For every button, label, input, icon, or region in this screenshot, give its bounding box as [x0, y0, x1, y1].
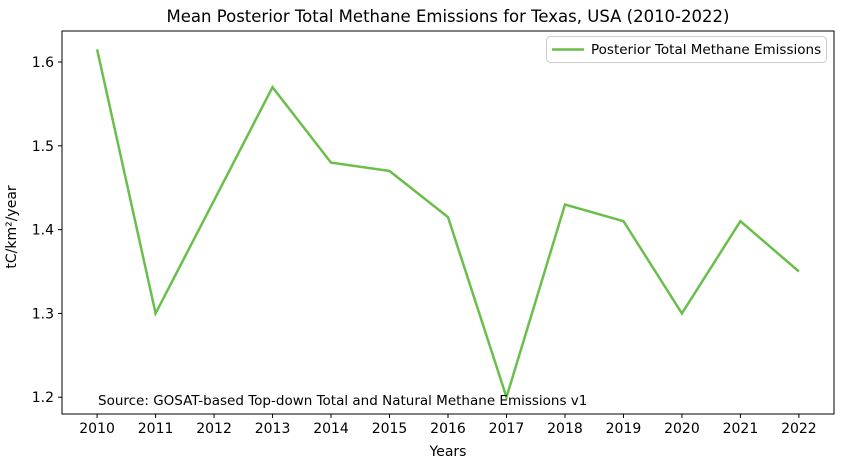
x-tick-label: 2022	[781, 421, 817, 437]
x-tick-label: 2013	[255, 421, 291, 437]
x-tick-label: 2011	[138, 421, 174, 437]
y-tick-label: 1.6	[32, 55, 54, 71]
y-tick-label: 1.5	[32, 139, 54, 155]
x-tick-label: 2014	[313, 421, 349, 437]
y-tick-label: 1.4	[32, 223, 54, 239]
chart-title: Mean Posterior Total Methane Emissions f…	[167, 7, 730, 26]
x-tick-label: 2016	[430, 421, 466, 437]
axes-layer: 1.2 1.3 1.4 1.5 1.6 2010 2011 2012 2013 2014 2015 2…	[32, 30, 835, 437]
legend: Posterior Total Methane Emissions	[546, 36, 827, 63]
x-tick-label: 2017	[489, 421, 525, 437]
x-tick-label: 2019	[606, 421, 642, 437]
x-tick-label: 2012	[196, 421, 232, 437]
y-tick-label: 1.3	[32, 306, 54, 322]
y-tick-label: 1.2	[32, 390, 54, 406]
x-tick-label: 2020	[664, 421, 700, 437]
legend-box	[546, 36, 827, 63]
x-tick-label: 2010	[79, 421, 115, 437]
x-axis-label: Years	[429, 444, 467, 460]
y-axis-label: tC/km²/year	[4, 185, 20, 269]
x-tick-label: 2015	[372, 421, 408, 437]
source-note: Source: GOSAT-based Top-down Total and N…	[98, 393, 587, 409]
legend-label: Posterior Total Methane Emissions	[591, 42, 821, 58]
plot-frame	[61, 30, 835, 415]
x-tick-label: 2021	[723, 421, 759, 437]
emissions-line	[95, 49, 800, 402]
x-tick-label: 2018	[547, 421, 583, 437]
